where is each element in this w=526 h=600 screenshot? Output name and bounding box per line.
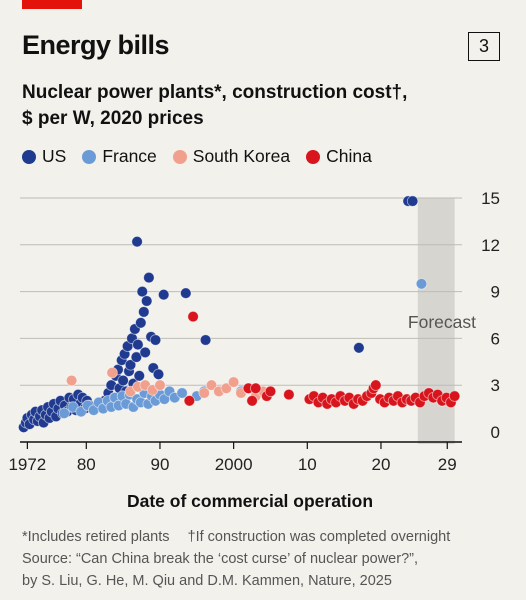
point-us-55 [139,346,151,359]
point-south-korea-1 [106,367,118,379]
point-us-50 [132,338,144,351]
point-china-7 [283,388,295,401]
point-france-29 [415,278,428,290]
legend-label-france: France [102,146,157,166]
point-south-korea-0 [65,374,78,387]
point-china-0 [183,395,196,407]
point-us-60 [149,334,162,346]
point-france-0 [58,407,70,420]
x-axis-label: Date of commercial operation [127,491,373,511]
y-tick-label-12: 12 [481,236,500,255]
legend-label-us: US [42,146,67,166]
legend-item-france: France [82,146,157,167]
x-tick-label-2029: 29 [438,455,457,474]
point-china-42 [448,390,461,402]
legend-item-south-korea: South Korea [172,146,291,167]
point-south-korea-6 [154,379,166,391]
legend-swatch-us [22,149,36,164]
point-us-51 [133,370,146,382]
point-us-54 [138,306,150,318]
x-tick-label-2000: 2000 [215,455,253,474]
point-us-45 [124,359,137,371]
point-china-1 [187,310,199,323]
chart-legend: US France South Korea China [22,146,372,167]
chart-number-badge: 3 [468,32,500,61]
legend-item-china: China [306,146,372,167]
x-tick-label-1990: 90 [151,455,170,474]
x-tick-label-1980: 80 [77,455,96,474]
point-south-korea-7 [198,387,210,399]
legend-label-china: China [326,146,372,166]
x-tick-label-1972: 1972 [8,455,46,474]
point-us-56 [140,295,153,307]
point-us-49 [130,351,143,363]
point-us-66 [353,342,365,354]
scatter-chart: 0 3 6 9 12 15 1972 80 90 2000 10 20 29 Date of commer… [8,189,500,511]
point-us-57 [143,271,155,284]
chart-subtitle: Nuclear power plants*, construction cost… [22,80,492,132]
subtitle-line-1: Nuclear power plants*, construction cost… [22,82,408,103]
x-tick-label-2010: 10 [298,455,317,474]
y-tick-label-15: 15 [481,189,500,208]
y-tick-label-6: 6 [491,329,500,348]
y-tick-label-9: 9 [491,283,500,302]
source-line-2: by S. Liu, G. He, M. Qiu and D.M. Kammen… [22,573,392,589]
point-us-62 [131,235,143,248]
legend-swatch-china [306,149,321,164]
point-us-40 [117,374,129,387]
x-tick-label-2020: 20 [372,455,391,474]
point-china-3 [246,395,258,407]
y-tick-label-0: 0 [491,423,500,442]
point-us-52 [135,317,147,329]
point-china-4 [249,382,262,395]
point-us-61 [152,368,165,381]
accent-bar [22,0,82,9]
footnote-retired: *Includes retired plants [22,529,170,545]
point-china-24 [370,379,382,391]
chart-footer: *Includes retired plants †If constructio… [22,526,522,592]
legend-item-us: US [22,146,66,167]
source-line-1: Source: “Can China break the ‘cost curse… [22,551,418,567]
point-us-53 [136,285,149,298]
forecast-label: Forecast [408,312,476,332]
point-france-25 [176,387,188,399]
legend-label-south-korea: South Korea [192,146,291,166]
point-us-64 [180,287,192,299]
subtitle-line-2: $ per W, 2020 prices [22,108,204,129]
legend-swatch-france [82,149,97,164]
point-south-korea-11 [227,376,240,388]
footnote-overnight: †If construction was completed overnight [187,529,451,545]
point-us-65 [199,334,212,346]
point-us-63 [157,289,170,301]
chart-title: Energy bills [22,30,170,60]
y-tick-label-3: 3 [491,376,500,395]
legend-swatch-south-korea [172,149,187,164]
point-china-6 [264,385,277,398]
point-us-68 [406,195,419,207]
point-south-korea-10 [220,382,233,395]
point-south-korea-8 [205,379,218,391]
